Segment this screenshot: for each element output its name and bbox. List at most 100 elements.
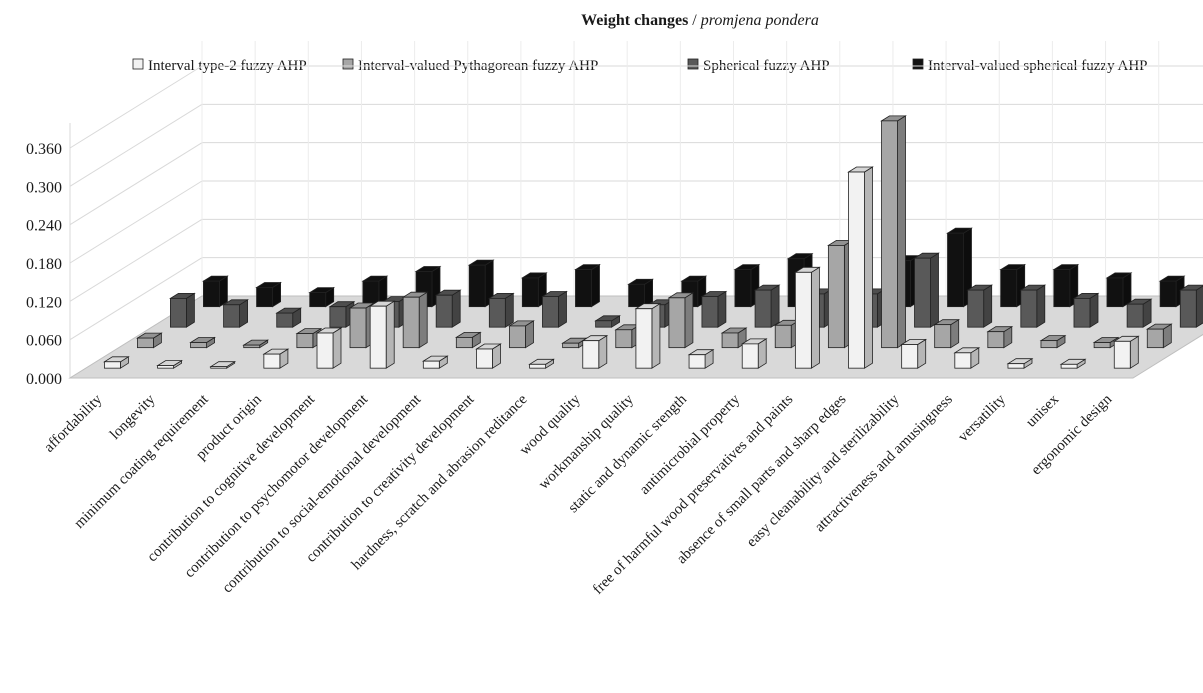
bar-front	[794, 271, 812, 369]
bar-1-7	[508, 320, 535, 349]
bar-front	[562, 342, 580, 349]
bar-front	[668, 297, 686, 349]
bar-0-3	[262, 348, 290, 369]
y-tick-label: 0.120	[26, 294, 62, 311]
y-tick-label: 0.060	[26, 333, 62, 350]
bar-3-2	[308, 286, 336, 308]
bar-3-17	[1105, 272, 1133, 308]
bar-front	[529, 363, 547, 369]
x-tick-label: contribution to psychomotor development	[182, 391, 372, 581]
bar-front	[1113, 340, 1131, 369]
bar-front	[987, 331, 1005, 349]
chart-title-separator: /	[688, 12, 700, 29]
bar-side	[591, 263, 600, 308]
x-tick-label: unisex	[1023, 391, 1062, 430]
bar-side	[1089, 292, 1099, 328]
bar-side	[1122, 272, 1132, 308]
bar-front	[827, 245, 845, 349]
bar-front	[256, 287, 273, 308]
bar-2-19	[1178, 284, 1203, 328]
bar-side	[983, 284, 993, 328]
bar-front	[688, 354, 706, 369]
bar-side	[598, 334, 608, 369]
bar-2-1	[222, 299, 249, 328]
bar-3-3	[361, 275, 389, 308]
gridline-side	[69, 65, 203, 149]
bar-front	[422, 360, 440, 369]
bar-front	[914, 257, 931, 328]
bar-side	[451, 289, 461, 328]
bar-1-16	[986, 325, 1014, 349]
bar-0-0	[103, 356, 130, 369]
x-tick-label: workmanship quality	[536, 391, 638, 493]
bar-3-0	[202, 275, 229, 308]
gridline-side	[69, 180, 203, 264]
bar-1-15	[933, 318, 961, 349]
bar-1-5	[401, 291, 429, 349]
legend-swatch	[912, 58, 924, 70]
bar-front	[1053, 269, 1071, 308]
bar-front	[243, 344, 261, 349]
bar-front	[296, 333, 314, 349]
bar-front	[881, 120, 898, 349]
bar-side	[1129, 335, 1139, 369]
legend-swatch	[342, 58, 354, 70]
bar-side	[651, 302, 661, 369]
bar-0-19	[1112, 335, 1140, 369]
bar-front	[521, 277, 539, 308]
bar-1-19	[1145, 323, 1173, 349]
gridline-side	[69, 103, 203, 187]
bar-front	[615, 329, 633, 349]
bar-0-7	[475, 343, 502, 369]
gridline-side	[69, 257, 203, 341]
bar-front	[369, 305, 387, 369]
bar-0-2	[209, 360, 237, 369]
x-tick-label: longevity	[107, 391, 159, 443]
plot-area: 0.000 0.060 0.120 0.180 0.240 0.300 0.360 affor…	[26, 41, 1203, 598]
bar-0-9	[581, 334, 609, 369]
bar-1-10	[667, 292, 695, 349]
bar-2-10	[700, 290, 728, 328]
bar-side	[558, 290, 567, 328]
bar-front	[734, 269, 752, 308]
bar-front	[628, 283, 646, 308]
legend-swatch	[132, 58, 144, 70]
bar-side	[1195, 285, 1203, 328]
bar-0-13	[794, 266, 821, 369]
bar-front	[701, 296, 719, 328]
bar-front	[329, 306, 347, 328]
bar-side	[770, 284, 780, 328]
bar-0-14	[847, 166, 874, 369]
bar-front	[1000, 269, 1018, 308]
bar-2-6	[487, 292, 515, 328]
bar-side	[717, 290, 727, 328]
bar-2-7	[541, 290, 568, 328]
bar-front	[170, 298, 187, 328]
bar-front	[1093, 342, 1111, 349]
bar-front	[157, 365, 174, 369]
bar-0-17	[1006, 357, 1034, 369]
bar-side	[897, 115, 906, 349]
bar-front	[1146, 328, 1164, 349]
bar-3-15	[999, 263, 1027, 308]
bar-3-5	[467, 259, 495, 308]
bar-side	[1036, 284, 1046, 328]
bar-0-16	[953, 347, 981, 369]
bar-0-11	[687, 348, 715, 369]
bar-1-17	[1039, 334, 1067, 349]
bar-front	[1073, 298, 1091, 328]
bar-front	[435, 294, 453, 328]
bar-side	[504, 292, 514, 328]
bar-front	[754, 289, 772, 328]
bar-0-18	[1059, 358, 1087, 369]
bar-front	[1126, 303, 1144, 328]
bar-side	[930, 252, 939, 328]
chart-title-main: Weight changes	[581, 12, 688, 29]
bar-2-14	[913, 252, 940, 328]
bar-1-6	[454, 331, 482, 349]
y-tick-label: 0.180	[26, 256, 62, 273]
y-tick-label: 0.300	[26, 179, 62, 196]
bar-front	[488, 298, 506, 328]
